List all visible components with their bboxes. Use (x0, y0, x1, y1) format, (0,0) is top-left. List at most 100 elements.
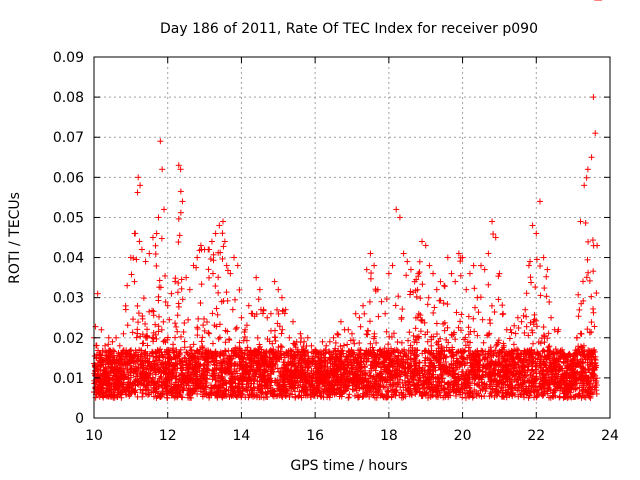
data-point (185, 316, 192, 323)
data-point (344, 341, 351, 348)
data-point (177, 209, 184, 216)
data-point (530, 340, 537, 347)
data-point (373, 394, 380, 401)
data-point (552, 346, 559, 353)
data-point (255, 296, 262, 303)
data-point (215, 335, 222, 342)
data-point (508, 329, 515, 336)
data-point (399, 306, 406, 313)
data-point (93, 342, 100, 349)
data-point (540, 324, 547, 331)
data-point (142, 320, 149, 327)
data-point (363, 331, 370, 338)
data-point (433, 320, 440, 327)
data-point (175, 303, 182, 310)
data-point (528, 279, 535, 286)
data-point (129, 329, 136, 336)
data-point (425, 294, 432, 301)
data-point (139, 393, 146, 400)
data-point (357, 323, 364, 330)
data-point (366, 298, 373, 305)
data-point (385, 341, 392, 348)
data-point (593, 290, 600, 297)
data-point (452, 336, 459, 343)
data-point (173, 323, 180, 330)
data-point (175, 239, 182, 246)
data-point (134, 189, 141, 196)
data-point (416, 359, 423, 366)
data-point (233, 324, 240, 331)
data-point (175, 215, 182, 222)
data-point (122, 302, 129, 309)
data-point (198, 338, 205, 345)
data-point (424, 301, 431, 308)
data-point (215, 274, 222, 281)
data-point (201, 315, 208, 322)
data-point (515, 393, 522, 400)
data-point (215, 289, 222, 296)
data-point (274, 306, 281, 313)
data-point (433, 331, 440, 338)
data-point (590, 268, 597, 275)
data-point (506, 335, 513, 342)
data-point (178, 285, 185, 292)
data-point (431, 304, 438, 311)
data-point (575, 313, 582, 320)
data-point (213, 305, 220, 312)
data-point (499, 311, 506, 318)
data-point (199, 345, 206, 352)
data-point (591, 323, 598, 330)
data-point (527, 319, 534, 326)
data-point (207, 256, 214, 263)
data-point (383, 296, 390, 303)
data-point (588, 293, 595, 300)
data-point (204, 319, 211, 326)
data-point (212, 283, 219, 290)
data-point (486, 316, 493, 323)
data-point (134, 326, 141, 333)
data-point (140, 295, 147, 302)
data-point (585, 269, 592, 276)
data-point (471, 285, 478, 292)
data-point (155, 297, 162, 304)
data-point (584, 326, 591, 333)
data-point (441, 283, 448, 290)
data-point (232, 326, 239, 333)
data-point (272, 334, 279, 341)
data-point (160, 318, 167, 325)
data-point (582, 219, 589, 226)
data-point (392, 392, 399, 399)
data-point (136, 238, 143, 245)
grid-lines (94, 57, 610, 418)
data-point (210, 257, 217, 264)
data-point (444, 301, 451, 308)
data-point (367, 340, 374, 347)
data-point (406, 329, 413, 336)
data-point (475, 309, 482, 316)
data-point (537, 292, 544, 299)
chart-title: Day 186 of 2011, Rate Of TEC Index for r… (160, 21, 538, 37)
data-point (424, 338, 431, 345)
data-point (152, 251, 159, 258)
data-point (533, 256, 540, 263)
data-point (224, 297, 231, 304)
data-point (200, 322, 207, 329)
data-point (161, 337, 168, 344)
data-point (416, 258, 423, 265)
data-point (180, 329, 187, 336)
data-point (144, 326, 151, 333)
data-point (346, 391, 353, 398)
data-point (481, 393, 488, 400)
data-point (205, 266, 212, 273)
data-point (190, 341, 197, 348)
data-point (356, 340, 363, 347)
data-point (267, 327, 274, 334)
data-point (515, 324, 522, 331)
data-point (156, 390, 163, 397)
data-point (485, 281, 492, 288)
data-point (275, 310, 282, 317)
data-point (278, 330, 285, 337)
data-point (586, 329, 593, 336)
data-point (441, 327, 448, 334)
